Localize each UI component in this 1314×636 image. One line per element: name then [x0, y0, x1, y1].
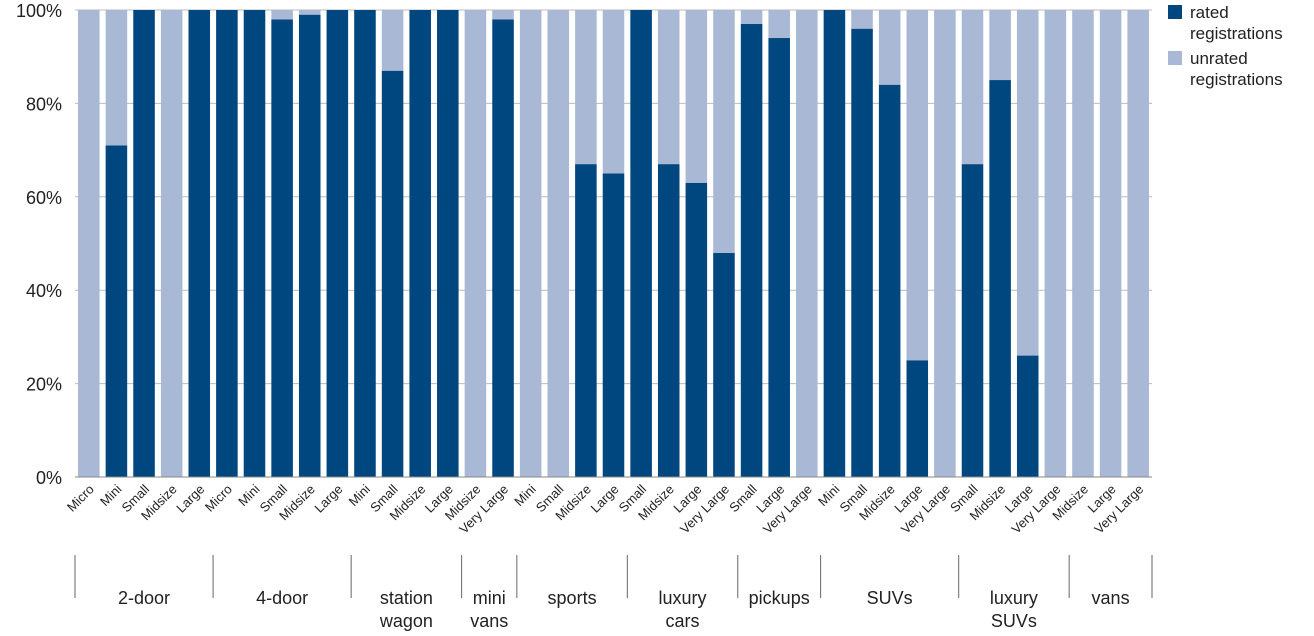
bar-segment [575, 164, 597, 478]
legend-label: rated registrations [1190, 3, 1283, 43]
x-tick-label: Large [311, 482, 345, 516]
x-tick-label: Micro [202, 482, 235, 515]
group-label: sports [548, 588, 597, 608]
bar-segment [657, 164, 680, 478]
x-tick-label: Micro [64, 482, 97, 515]
bar-segment [989, 10, 1011, 81]
legend-swatch [1168, 51, 1182, 65]
group-label: mini [473, 588, 506, 608]
group-label: 4-door [256, 588, 308, 608]
y-tick-label: 20% [26, 375, 62, 395]
legend-label: unrated registrations [1190, 49, 1283, 89]
bar-segment [1127, 10, 1149, 477]
bar-segment [851, 28, 873, 478]
bar-segment [713, 10, 735, 253]
y-tick-label: 40% [26, 281, 62, 301]
bar-segment [188, 10, 211, 477]
bar-segment [602, 173, 625, 477]
legend: rated registrations unrated registrations [1168, 2, 1308, 94]
bar-segment [271, 19, 293, 478]
bar-segment [326, 10, 349, 477]
x-tick-label: Large [588, 482, 622, 516]
bar-segment [961, 164, 984, 478]
y-tick-label: 60% [26, 188, 62, 208]
bar-segment [878, 10, 901, 85]
bar-segment [575, 10, 597, 165]
bar-segment [1072, 10, 1094, 477]
bar-segment [989, 80, 1011, 478]
x-tick-label: Large [173, 482, 207, 516]
bar-segment [685, 182, 708, 478]
group-label: SUVs [991, 611, 1037, 631]
bar-segment [713, 252, 735, 477]
bar-segment [878, 84, 901, 477]
y-tick-label: 0% [36, 468, 62, 488]
bar-segment [740, 10, 763, 25]
bar-segment [1099, 10, 1122, 477]
bar-segment [409, 10, 431, 477]
bar-segment [298, 14, 321, 477]
bar-segment [1016, 355, 1039, 477]
bar-segment [685, 10, 708, 183]
x-tick-label: Small [726, 481, 760, 515]
bar-segment [851, 10, 873, 29]
bar-segment [381, 10, 404, 71]
bar-segment [630, 10, 652, 477]
bar-segment [768, 38, 790, 478]
legend-item: unrated registrations [1168, 48, 1308, 90]
bar-segment [216, 10, 238, 477]
bar-segment [78, 10, 100, 477]
bar-segment [133, 10, 155, 477]
legend-swatch [1168, 5, 1182, 19]
bar-segment [657, 10, 680, 165]
bar-segment [464, 10, 487, 477]
bar-segment [796, 10, 818, 477]
bar-segment [1044, 10, 1067, 477]
bar-segment [934, 10, 956, 477]
bar-segment [437, 10, 459, 477]
bar-segment [823, 10, 846, 477]
group-label: station [380, 588, 433, 608]
bar-segment [160, 10, 183, 477]
group-label: luxury [990, 588, 1038, 608]
y-tick-label: 80% [26, 94, 62, 114]
group-label: 2-door [118, 588, 170, 608]
bar-segment [906, 360, 929, 477]
bar-segment [354, 10, 376, 477]
bar-segment [298, 10, 321, 15]
bar-segment [243, 10, 266, 477]
bar-segment [271, 10, 293, 20]
group-label: luxury [659, 588, 707, 608]
bar-segment [547, 10, 570, 477]
bar-segment [105, 145, 128, 477]
group-label: vans [470, 611, 508, 631]
bar-segment [381, 70, 404, 478]
bar-segment [768, 10, 790, 39]
group-label: wagon [379, 611, 433, 631]
group-label: cars [666, 611, 700, 631]
bar-segment [492, 10, 514, 20]
bar-segment [105, 10, 128, 146]
legend-item: rated registrations [1168, 2, 1308, 44]
bar-segment [740, 24, 763, 477]
group-label: vans [1092, 588, 1130, 608]
bar-segment [602, 10, 625, 174]
bar-segment [1016, 10, 1039, 356]
group-label: SUVs [867, 588, 913, 608]
bar-segment [492, 19, 514, 478]
bar-segment [519, 10, 542, 477]
group-label: pickups [749, 588, 810, 608]
bar-segment [961, 10, 984, 165]
bar-segment [906, 10, 929, 361]
y-tick-label: 100% [16, 1, 62, 21]
